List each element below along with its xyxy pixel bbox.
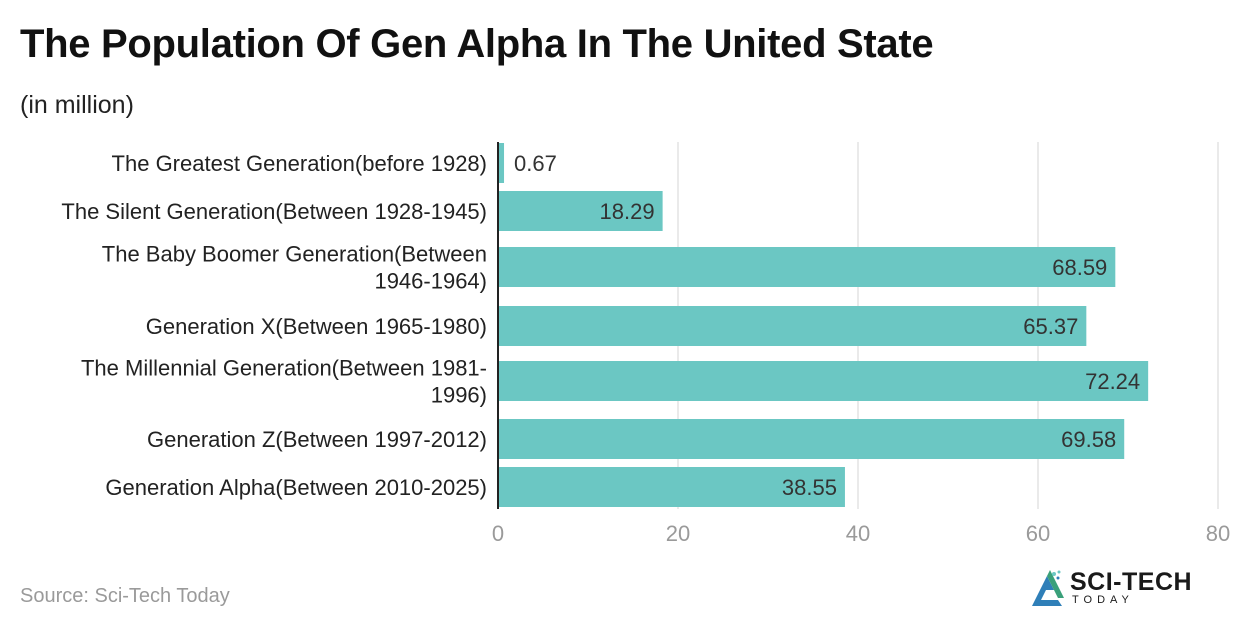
- bar-value-label: 68.59: [1052, 255, 1107, 280]
- bar-value-label: 0.67: [514, 151, 557, 176]
- category-label: Generation X(Between 1965-1980): [146, 314, 487, 339]
- x-tick-label: 40: [846, 521, 870, 546]
- bar-value-label: 18.29: [600, 199, 655, 224]
- logo-subtitle: TODAY: [1072, 594, 1134, 606]
- bar: [498, 467, 845, 507]
- x-tick-label: 60: [1026, 521, 1050, 546]
- bar: [498, 419, 1125, 459]
- category-label-line: Generation X(Between 1965-1980): [146, 314, 487, 339]
- category-label-line: Generation Alpha(Between 2010-2025): [105, 475, 487, 500]
- x-tick-label: 20: [666, 521, 690, 546]
- category-label-line: Generation Z(Between 1997-2012): [147, 427, 487, 452]
- category-label: Generation Z(Between 1997-2012): [147, 427, 487, 452]
- category-label-line: The Greatest Generation(before 1928): [112, 151, 487, 176]
- logo-mark-icon: [1032, 570, 1064, 606]
- chart-title: The Population Of Gen Alpha In The Unite…: [20, 22, 934, 66]
- chart-subtitle: (in million): [20, 91, 134, 119]
- sci-tech-logo: SCI-TECH TODAY: [1030, 566, 1210, 612]
- category-label: The Millennial Generation(Between 1981-1…: [81, 356, 487, 408]
- category-label-line: 1996): [431, 383, 487, 408]
- bar-value-label: 69.58: [1061, 427, 1116, 452]
- bar-value-label: 38.55: [782, 475, 837, 500]
- category-label: The Baby Boomer Generation(Between 1946-1…: [102, 242, 487, 294]
- bar: [498, 191, 663, 231]
- bar: [498, 143, 505, 183]
- bar: [498, 361, 1149, 401]
- category-label-line: The Baby Boomer Generation(Between: [102, 242, 487, 267]
- x-tick-label: 0: [492, 521, 504, 546]
- logo-name: SCI-TECH: [1070, 568, 1193, 596]
- x-tick-label: 80: [1206, 521, 1230, 546]
- bar-value-label: 72.24: [1085, 369, 1140, 394]
- bar: [498, 306, 1087, 346]
- category-label: The Silent Generation(Between 1928-1945): [61, 199, 487, 224]
- category-label-line: 1946-1964): [374, 269, 487, 294]
- bar-chart: 0 20 40 60 80 0.67 The Greatest Generation(bef…: [61, 142, 1230, 546]
- bar-value-label: 65.37: [1023, 314, 1078, 339]
- bar: [498, 247, 1116, 287]
- source-note: Source: Sci-Tech Today: [20, 585, 230, 607]
- category-label-line: The Millennial Generation(Between 1981-: [81, 356, 487, 381]
- category-label: Generation Alpha(Between 2010-2025): [105, 475, 487, 500]
- category-label: The Greatest Generation(before 1928): [112, 151, 487, 176]
- category-label-line: The Silent Generation(Between 1928-1945): [61, 199, 487, 224]
